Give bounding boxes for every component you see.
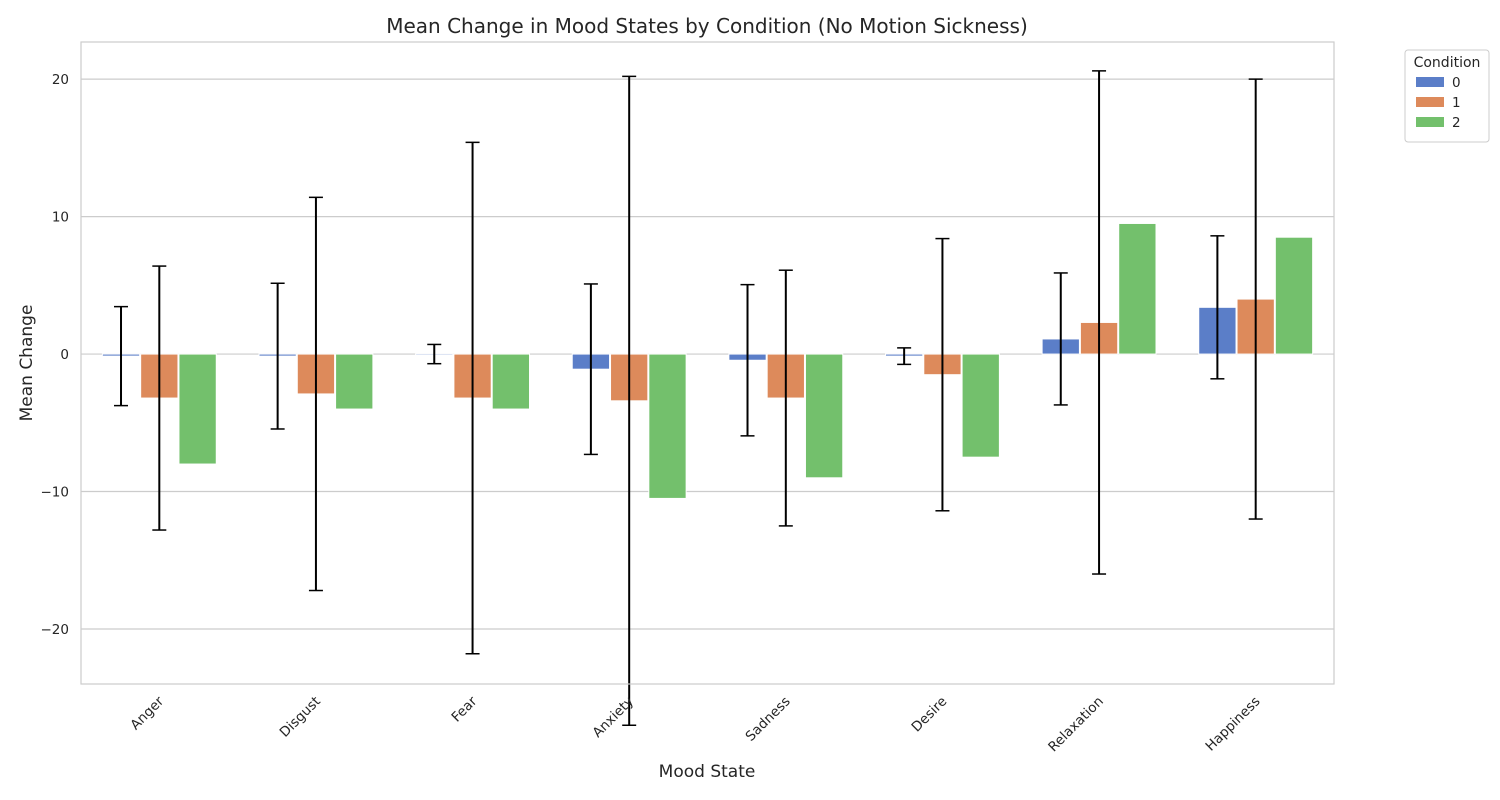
bar-anxiety-condition-2 xyxy=(648,353,687,499)
bar-disgust-condition-2 xyxy=(335,353,374,410)
bar-fear-condition-2 xyxy=(491,353,531,410)
bar-desire-condition-2 xyxy=(961,353,1000,458)
bar-sadness-condition-2 xyxy=(804,353,844,479)
y-tick-label: 20 xyxy=(52,72,69,88)
y-tick-labels: −20 −10 0 10 20 xyxy=(41,72,70,638)
legend-entry: 0 xyxy=(1452,75,1461,91)
bar-anger-condition-2 xyxy=(178,353,217,465)
bar-happiness-condition-2 xyxy=(1274,236,1314,355)
legend-swatch-2 xyxy=(1416,117,1444,127)
x-tick-label: Relaxation xyxy=(1045,694,1107,756)
x-tick-label: Fear xyxy=(448,693,480,725)
x-tick-label: Happiness xyxy=(1203,694,1264,755)
legend: Condition 0 1 2 xyxy=(1404,49,1490,143)
y-axis-label: Mean Change xyxy=(17,305,37,422)
bars xyxy=(101,222,1314,499)
error-bars xyxy=(114,70,1263,726)
x-tick-label: Desire xyxy=(909,694,951,736)
y-tick-label: 10 xyxy=(52,210,69,226)
y-tick-label: −20 xyxy=(41,622,70,638)
plot-frame xyxy=(80,41,1335,685)
bar-relaxation-condition-2 xyxy=(1118,222,1157,355)
legend-swatch-1 xyxy=(1416,97,1444,107)
x-tick-label: Sadness xyxy=(742,694,793,745)
x-tick-labels: Anger Disgust Fear Anxiety Sadness Desire Rela… xyxy=(127,693,1263,755)
x-tick-label: Anger xyxy=(127,693,167,733)
legend-swatch-0 xyxy=(1416,77,1444,87)
chart-title: Mean Change in Mood States by Condition … xyxy=(386,14,1028,38)
y-tick-label: 0 xyxy=(60,347,69,363)
legend-entry: 1 xyxy=(1452,95,1461,111)
x-axis-label: Mood State xyxy=(659,762,756,782)
y-tick-label: −10 xyxy=(41,485,70,501)
legend-entry: 2 xyxy=(1452,115,1461,131)
x-tick-label: Disgust xyxy=(277,694,324,741)
legend-title: Condition xyxy=(1414,55,1481,71)
